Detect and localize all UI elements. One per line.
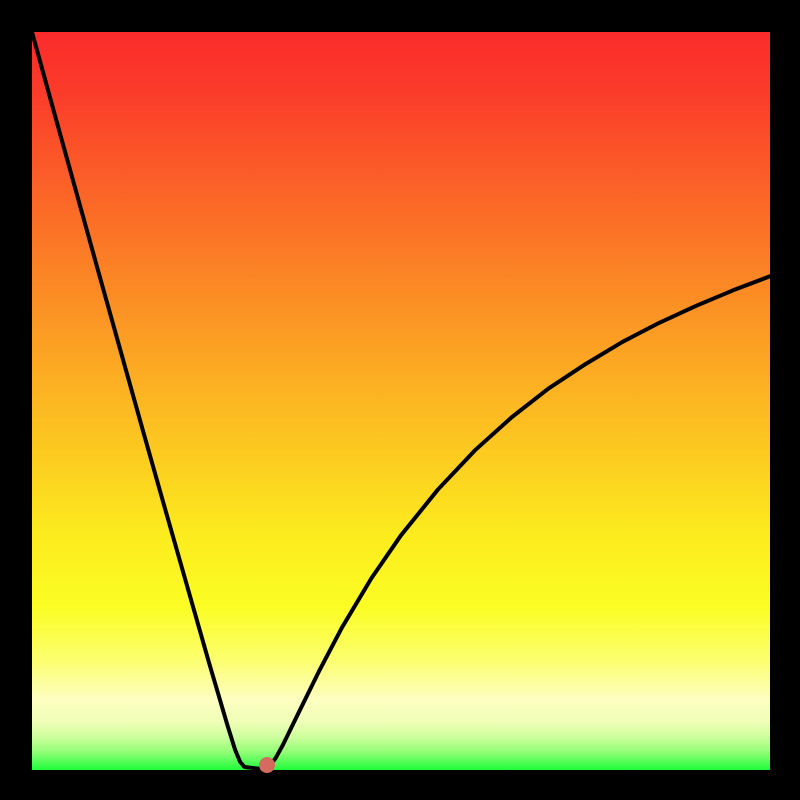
chart-container: TheBottleneck.com — [0, 0, 800, 800]
curve-svg — [32, 32, 770, 770]
optimal-point-marker — [259, 757, 275, 773]
plot-area: TheBottleneck.com — [32, 32, 770, 770]
watermark-text: TheBottleneck.com — [546, 4, 769, 35]
bottleneck-curve — [32, 32, 770, 769]
